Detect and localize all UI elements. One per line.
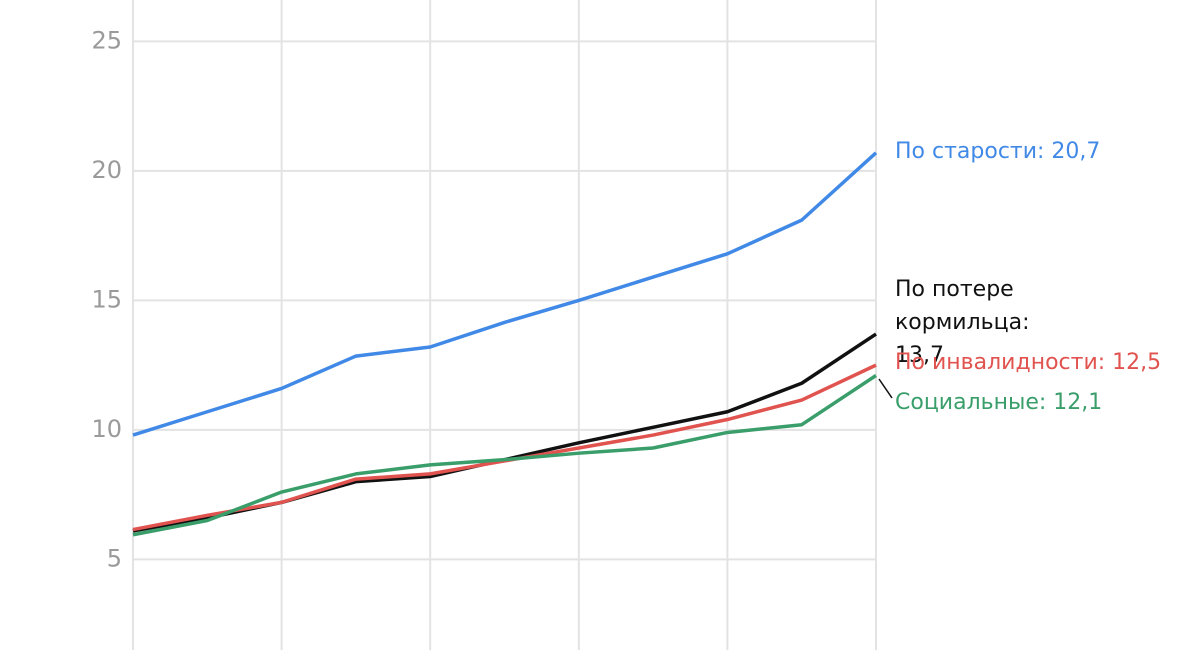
series-label: Социальные: 12,1 [895,390,1103,415]
y-tick-label: 10 [91,415,122,443]
y-tick-label: 5 [107,544,122,572]
y-tick-label: 25 [91,26,122,54]
y-tick-label: 20 [91,156,122,184]
series-label: По старости: 20,7 [895,139,1101,164]
series-line [132,151,878,437]
series-label: По потере кормильца: 13,7 [895,277,1030,368]
y-tick-label: 15 [91,285,122,313]
leader-line [878,378,893,399]
series-line [132,332,877,533]
series-line [132,374,877,537]
series-label: По инвалидности: 12,5 [895,350,1162,375]
